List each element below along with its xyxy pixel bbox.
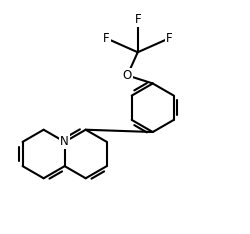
Text: F: F	[134, 13, 141, 26]
Text: F: F	[166, 32, 172, 45]
Text: F: F	[103, 32, 110, 45]
Text: O: O	[123, 69, 132, 82]
Text: N: N	[60, 135, 69, 148]
